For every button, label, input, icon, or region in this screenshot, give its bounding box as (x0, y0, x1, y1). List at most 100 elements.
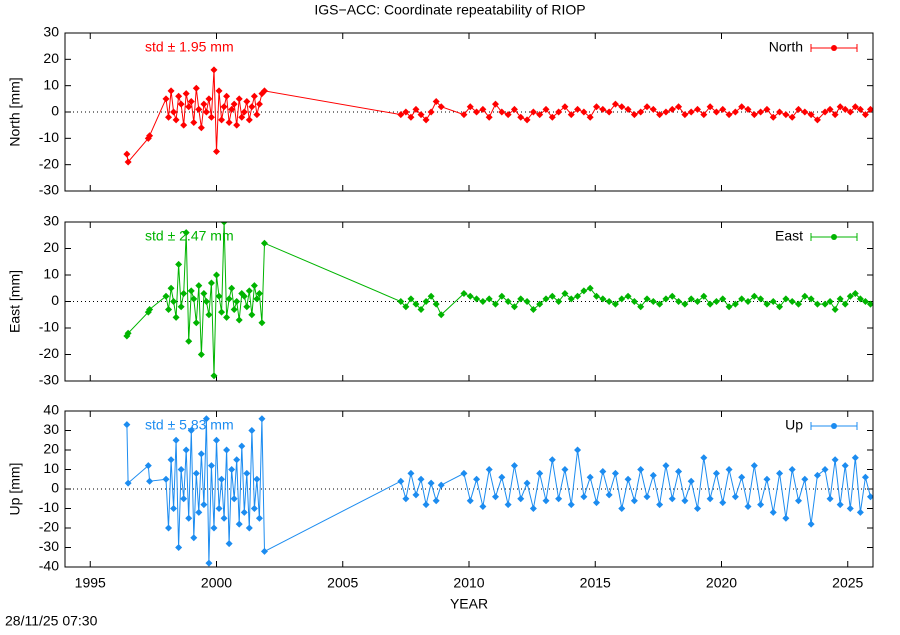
data-point (700, 111, 708, 119)
data-point (498, 292, 506, 300)
data-point (618, 103, 626, 111)
data-point (536, 300, 544, 308)
data-point (567, 295, 575, 303)
data-point (523, 298, 531, 305)
x-tick-label: 2020 (706, 575, 737, 591)
data-point (813, 471, 821, 479)
data-point (561, 290, 569, 298)
data-point (826, 105, 834, 113)
data-point (866, 105, 873, 113)
data-point (220, 514, 228, 522)
data-point (776, 303, 784, 311)
data-point (656, 300, 664, 308)
data-point (548, 113, 556, 121)
data-point (866, 493, 873, 501)
data-point (397, 111, 405, 119)
data-point (662, 462, 670, 470)
data-point (180, 121, 188, 129)
data-point (255, 290, 263, 298)
data-point (190, 534, 198, 542)
data-point (432, 97, 440, 105)
data-point (586, 284, 594, 292)
data-point (574, 292, 582, 300)
data-point (856, 508, 864, 516)
data-point (187, 287, 195, 295)
x-tick-label: 2025 (832, 575, 863, 591)
data-point (233, 121, 241, 129)
legend-label: Up (785, 417, 803, 433)
data-point (205, 559, 213, 567)
data-point (649, 471, 657, 479)
data-point (542, 295, 550, 303)
data-point (801, 108, 809, 116)
data-point (846, 505, 854, 512)
data-point (170, 505, 178, 512)
data-point (725, 303, 733, 311)
data-point (190, 295, 198, 303)
data-point (738, 295, 746, 303)
data-point (200, 100, 208, 108)
data-point (861, 111, 869, 119)
data-point (223, 92, 231, 100)
data-point (144, 462, 152, 470)
data-point (813, 116, 821, 124)
data-point (460, 469, 468, 477)
data-point (182, 446, 190, 454)
data-point (412, 300, 420, 308)
data-point (460, 290, 468, 298)
data-point (228, 284, 236, 292)
y-tick-label: 0 (51, 292, 59, 308)
data-point (788, 113, 796, 121)
data-point (831, 456, 839, 464)
data-point (213, 271, 220, 279)
data-point (662, 108, 670, 116)
data-point (586, 113, 594, 121)
data-point (769, 113, 777, 121)
data-point (574, 446, 582, 454)
series-line (126, 418, 871, 564)
data-point (624, 292, 632, 300)
data-point (719, 499, 727, 507)
data-point (215, 505, 223, 512)
data-point (630, 298, 638, 305)
data-point (555, 108, 563, 116)
data-point (763, 105, 771, 113)
data-point (599, 295, 607, 303)
data-point (769, 508, 777, 516)
data-point (517, 495, 525, 503)
data-point (712, 298, 720, 305)
data-point (195, 105, 203, 113)
data-point (561, 103, 569, 111)
y-tick-label: 40 (43, 402, 59, 418)
data-point (177, 100, 185, 108)
data-point (202, 108, 210, 116)
data-point (776, 108, 784, 116)
data-point (190, 119, 198, 127)
y-tick-label: -20 (39, 519, 59, 535)
data-point (624, 475, 632, 483)
data-point (185, 337, 193, 345)
y-tick-label: 0 (51, 103, 59, 119)
data-point (574, 105, 582, 113)
data-point (205, 311, 213, 319)
data-point (719, 105, 727, 113)
data-point (197, 124, 205, 132)
data-point (172, 313, 180, 321)
annotation: std ± 2.47 mm (145, 228, 234, 244)
data-point (706, 300, 714, 308)
data-point (694, 505, 702, 512)
y-tick-label: 10 (43, 460, 59, 476)
data-point (175, 544, 183, 551)
data-point (510, 105, 518, 113)
data-point (479, 105, 487, 113)
data-point (769, 298, 777, 305)
data-point (437, 103, 445, 111)
data-point (417, 475, 425, 483)
y-tick-label: 30 (43, 24, 59, 40)
data-point (167, 87, 175, 95)
data-point (567, 501, 575, 509)
data-point (175, 260, 183, 268)
data-point (202, 298, 210, 305)
data-point (821, 300, 829, 308)
